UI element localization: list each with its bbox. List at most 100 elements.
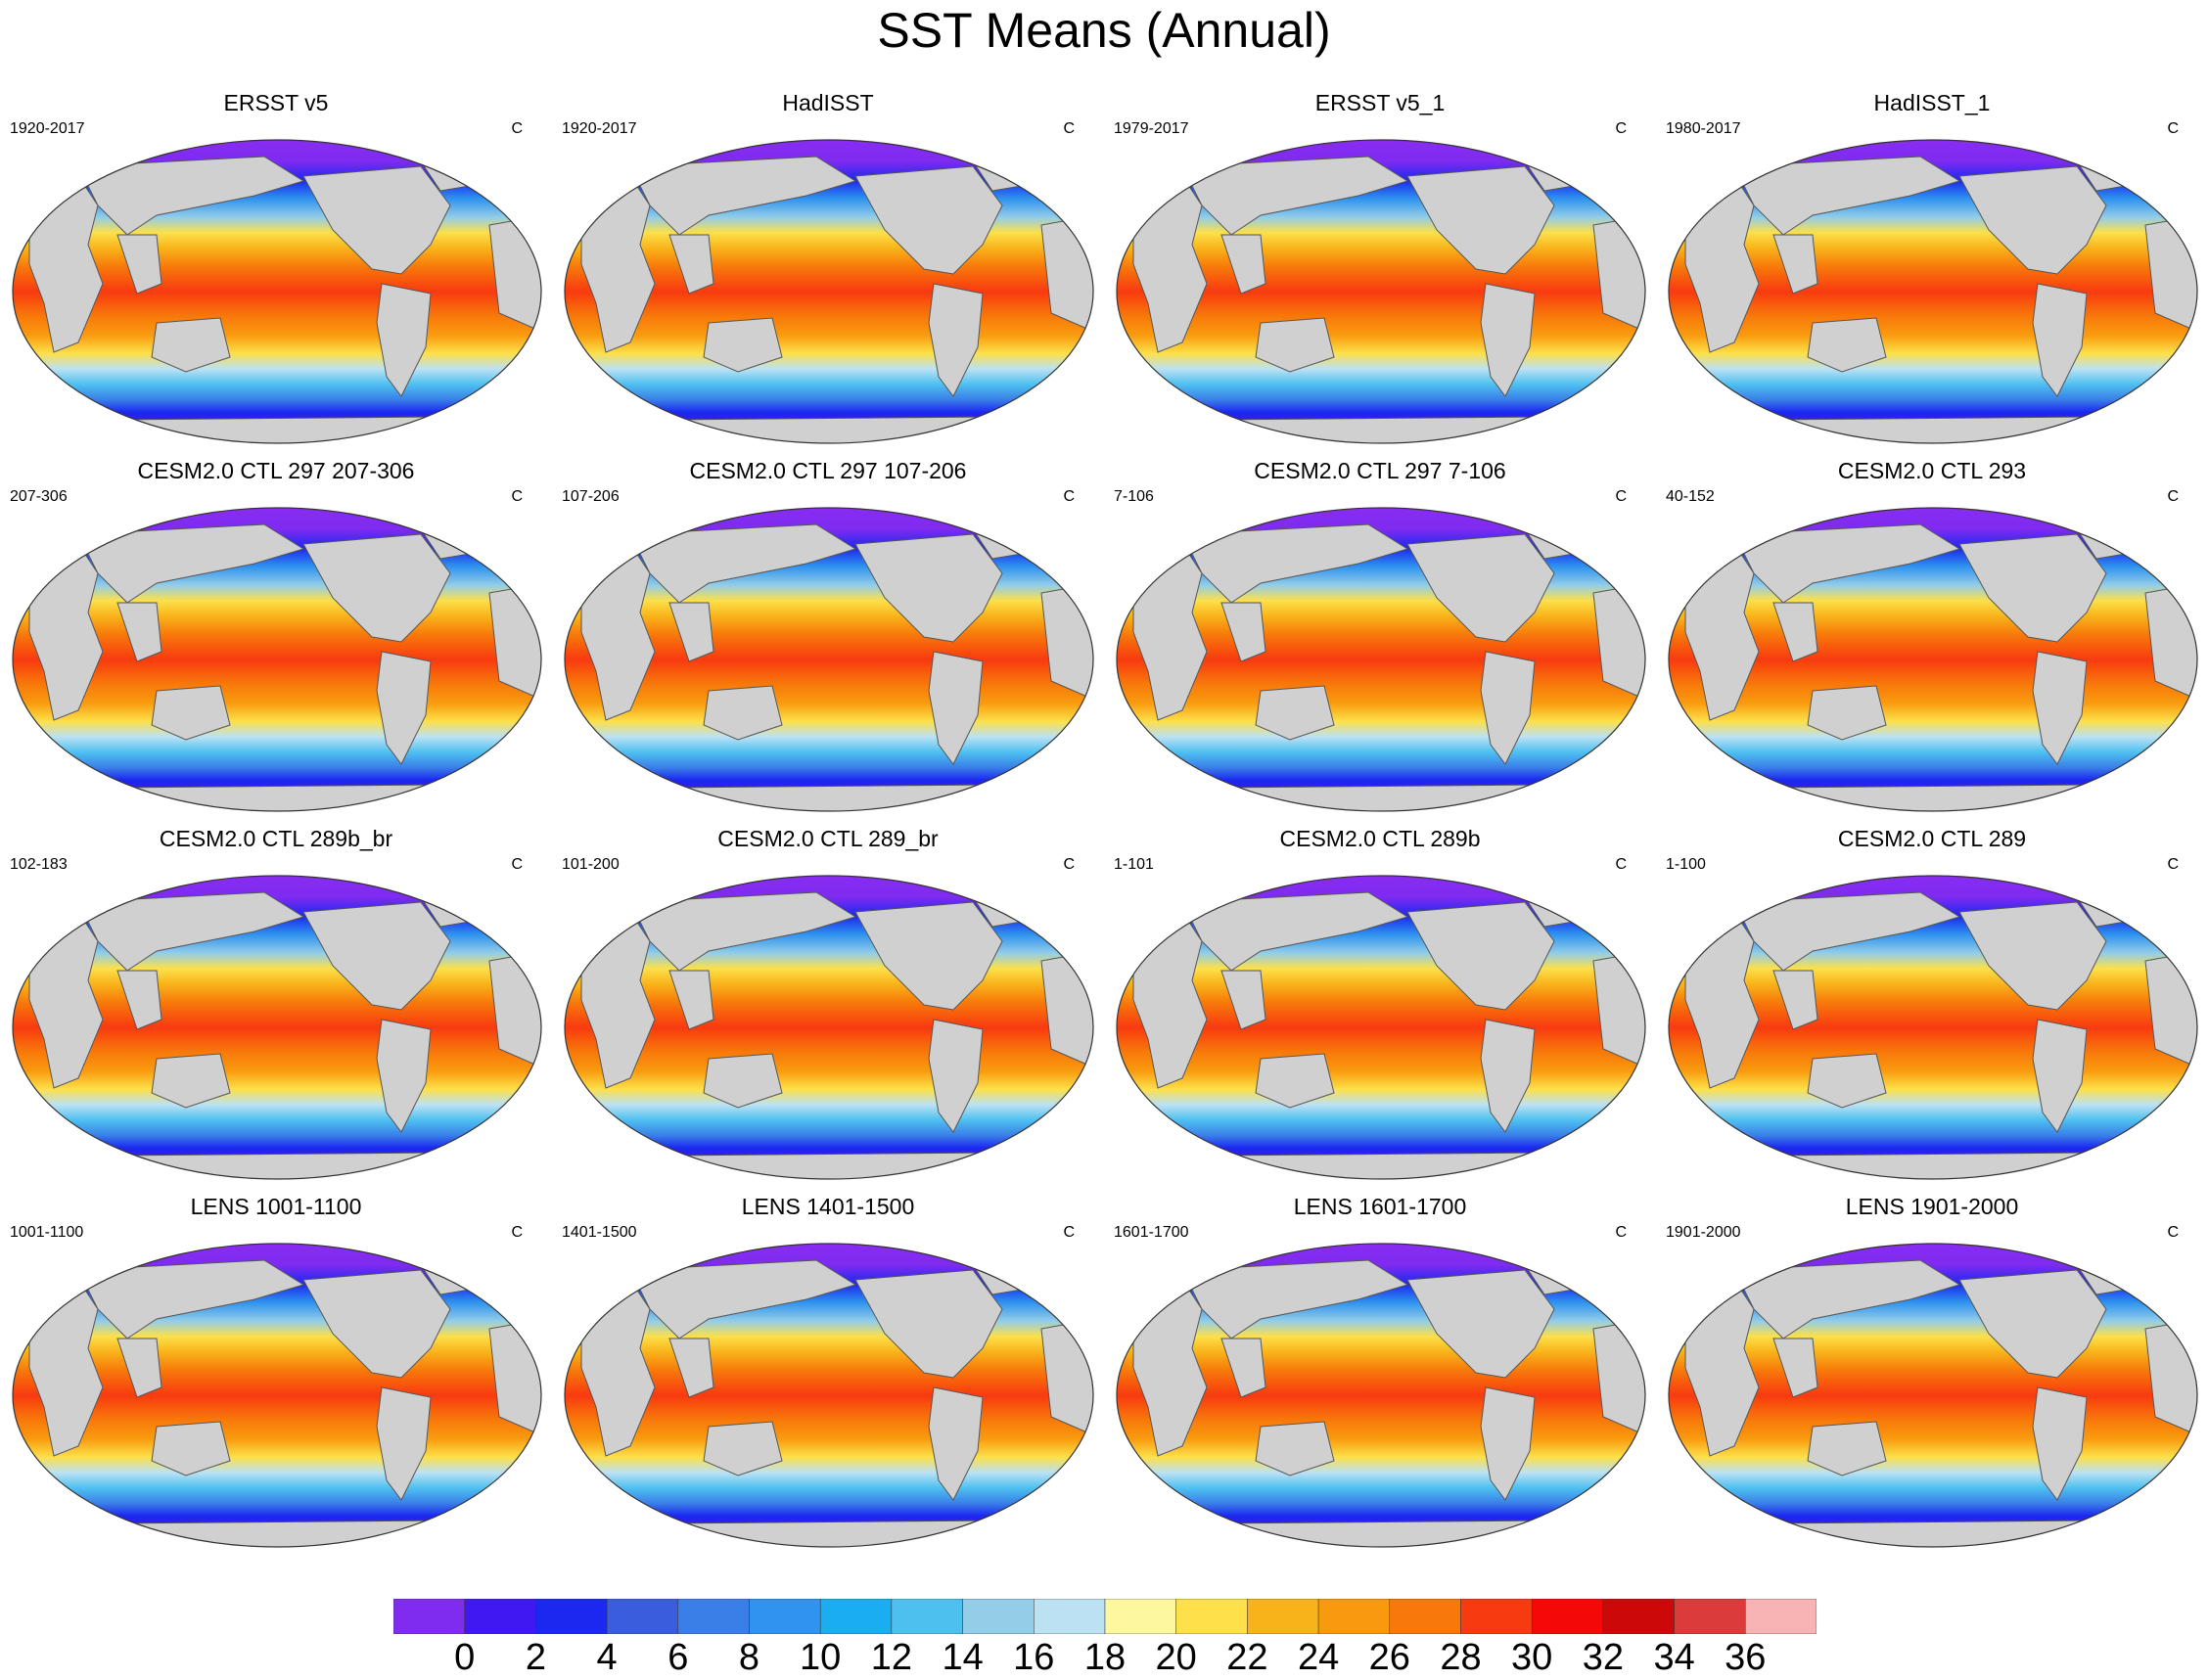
sst-map	[1116, 875, 1646, 1180]
colorbar-label: 4	[596, 1637, 618, 1678]
map-panel: LENS 1001-1100 1001-1100 C	[0, 1194, 552, 1562]
panel-units: C	[1615, 488, 1627, 505]
colorbar-label: 30	[1511, 1637, 1553, 1678]
colorbar-label: 8	[738, 1637, 760, 1678]
panel-period: 102-183	[10, 856, 68, 873]
colorbar-swatch	[891, 1599, 963, 1634]
panel-title: CESM2.0 CTL 289	[1837, 826, 2027, 851]
panel-units: C	[1615, 120, 1627, 137]
panel-period: 1980-2017	[1666, 120, 1741, 137]
panel-title: LENS 1601-1700	[1293, 1194, 1467, 1219]
colorbar-label: 24	[1297, 1637, 1340, 1678]
panel-units: C	[2167, 1224, 2179, 1241]
panel-units: C	[511, 856, 523, 873]
colorbar-label: 36	[1725, 1637, 1767, 1678]
panel-title: HadISST_1	[1873, 90, 1991, 115]
colorbar-label: 14	[942, 1637, 984, 1678]
colorbar-swatch	[819, 1599, 893, 1634]
colorbar-swatch	[1389, 1599, 1461, 1634]
colorbar-label: 20	[1155, 1637, 1197, 1678]
panel-period: 1920-2017	[10, 120, 85, 137]
figure-title: SST Means (Annual)	[877, 3, 1331, 58]
map-panel: CESM2.0 CTL 297 207-306 207-306 C	[0, 458, 552, 826]
map-panel: HadISST_1 1980-2017 C	[1656, 90, 2208, 458]
colorbar-label: 26	[1368, 1637, 1410, 1678]
panel-title: LENS 1901-2000	[1845, 1194, 2019, 1219]
sst-map	[12, 875, 542, 1180]
panel-title: CESM2.0 CTL 297 7-106	[1254, 458, 1506, 483]
colorbar-label: 28	[1440, 1637, 1482, 1678]
panel-period: 1901-2000	[1666, 1224, 1741, 1241]
panel-title: CESM2.0 CTL 297 207-306	[137, 458, 415, 483]
panel-period: 7-106	[1114, 488, 1154, 505]
colorbar-swatch	[1745, 1599, 1817, 1634]
colorbar-label: 12	[870, 1637, 913, 1678]
panel-units: C	[2167, 488, 2179, 505]
map-panel: CESM2.0 CTL 297 7-106 7-106 C	[1104, 458, 1656, 826]
map-panel: CESM2.0 CTL 289b 1-101 C	[1104, 826, 1656, 1194]
sst-map	[1116, 1243, 1646, 1548]
sst-map	[1668, 875, 2198, 1180]
panel-units: C	[2167, 120, 2179, 137]
panel-period: 1601-1700	[1114, 1224, 1189, 1241]
panel-units: C	[511, 1224, 523, 1241]
colorbar-swatch	[535, 1599, 608, 1634]
sst-map	[1668, 139, 2198, 444]
colorbar-swatch	[464, 1599, 536, 1634]
map-panel: LENS 1601-1700 1601-1700 C	[1104, 1194, 1656, 1562]
map-panel: ERSST v5 1920-2017 C	[0, 90, 552, 458]
panel-period: 1-100	[1666, 856, 1706, 873]
colorbar	[393, 1599, 1817, 1634]
panel-title: ERSST v5	[223, 90, 329, 115]
panel-period: 40-152	[1666, 488, 1715, 505]
colorbar-swatch	[1531, 1599, 1604, 1634]
colorbar-label: 0	[454, 1637, 476, 1678]
map-panel: ERSST v5_1 1979-2017 C	[1104, 90, 1656, 458]
panel-title: CESM2.0 CTL 293	[1837, 458, 2027, 483]
sst-map	[564, 1243, 1094, 1548]
sst-map	[564, 507, 1094, 812]
panel-units: C	[1063, 1224, 1075, 1241]
colorbar-label: 32	[1582, 1637, 1625, 1678]
panel-title: CESM2.0 CTL 297 107-206	[689, 458, 967, 483]
panel-period: 1001-1100	[10, 1224, 84, 1241]
panel-title: CESM2.0 CTL 289b_br	[159, 826, 393, 851]
map-panel: LENS 1401-1500 1401-1500 C	[552, 1194, 1104, 1562]
colorbar-swatch	[1602, 1599, 1675, 1634]
panel-units: C	[1063, 120, 1075, 137]
colorbar-swatch	[393, 1599, 465, 1634]
colorbar-label: 10	[800, 1637, 842, 1678]
colorbar-swatch	[606, 1599, 679, 1634]
panel-units: C	[2167, 856, 2179, 873]
colorbar-swatch	[1674, 1599, 1746, 1634]
colorbar-label: 16	[1013, 1637, 1055, 1678]
colorbar-label: 2	[525, 1637, 546, 1678]
sst-map	[12, 507, 542, 812]
colorbar-swatch	[1460, 1599, 1533, 1634]
sst-map	[1668, 507, 2198, 812]
panel-period: 1401-1500	[562, 1224, 637, 1241]
sst-map	[564, 875, 1094, 1180]
map-panel: CESM2.0 CTL 289 1-100 C	[1656, 826, 2208, 1194]
colorbar-label: 34	[1653, 1637, 1695, 1678]
panel-units: C	[511, 120, 523, 137]
panel-units: C	[1615, 1224, 1627, 1241]
colorbar-swatch	[1175, 1599, 1248, 1634]
map-panel: HadISST 1920-2017 C	[552, 90, 1104, 458]
colorbar-swatch	[1317, 1599, 1391, 1634]
panel-title: LENS 1401-1500	[741, 1194, 915, 1219]
map-panel: CESM2.0 CTL 289_br 101-200 C	[552, 826, 1104, 1194]
panel-title: ERSST v5_1	[1314, 90, 1446, 115]
sst-map	[1116, 507, 1646, 812]
colorbar-swatch	[677, 1599, 750, 1634]
panel-title: CESM2.0 CTL 289_br	[717, 826, 939, 851]
map-panel: LENS 1901-2000 1901-2000 C	[1656, 1194, 2208, 1562]
panel-units: C	[1615, 856, 1627, 873]
panel-title: LENS 1001-1100	[190, 1194, 362, 1219]
colorbar-swatch	[962, 1599, 1035, 1634]
panel-period: 1-101	[1114, 856, 1154, 873]
colorbar-label: 6	[667, 1637, 689, 1678]
panel-units: C	[1063, 856, 1075, 873]
colorbar-swatch	[1034, 1599, 1106, 1634]
panel-title: HadISST	[782, 90, 874, 115]
